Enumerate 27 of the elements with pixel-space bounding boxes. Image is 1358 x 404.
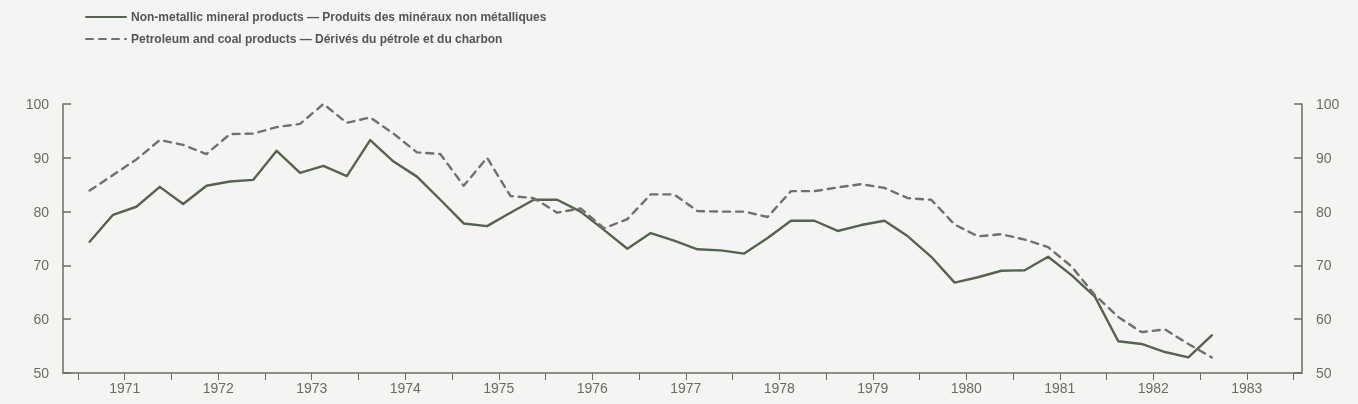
x-tick-label: 1983 [1231,380,1263,396]
y-tick-label: 80 [33,203,50,220]
x-tick-label: 1979 [857,380,889,396]
y-tick-label: 90 [33,149,50,166]
y-tick-label: 60 [33,311,50,328]
x-tick-label: 1981 [1044,380,1076,396]
y2-tick-label: 60 [1316,311,1332,328]
x-tick-label: 1973 [296,380,328,396]
legend-label: Non-metallic mineral products — Produits des minéraux non métalliques [131,10,547,24]
x-tick-label: 1978 [763,380,796,396]
x-tick-label: 1982 [1137,380,1170,396]
y2-tick-label: 100 [1316,96,1340,112]
y2-tick-label: 80 [1316,203,1332,220]
y-tick-label: 100 [25,96,50,112]
legend-label: Petroleum and coal products — Dérivés du pétrole et du charbon [131,32,503,46]
x-tick-label: 1980 [950,380,983,396]
x-tick-label: 1971 [109,380,141,396]
y-tick-label: 70 [33,257,50,274]
x-tick-label: 1975 [483,380,515,396]
x-tick-label: 1976 [576,380,609,396]
x-tick-label: 1972 [202,380,235,396]
y2-tick-label: 50 [1316,365,1332,381]
y2-tick-label: 90 [1316,149,1332,166]
x-tick-label: 1974 [389,380,422,396]
y2-tick-label: 70 [1316,257,1332,274]
y-tick-label: 50 [33,365,50,381]
x-tick-label: 1977 [670,380,702,396]
